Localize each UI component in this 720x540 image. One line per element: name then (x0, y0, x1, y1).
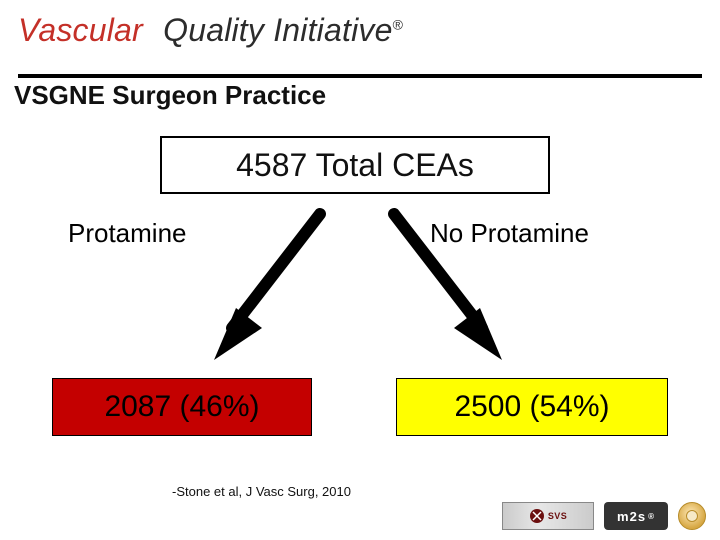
result-box-left: 2087 (46%) (52, 378, 312, 436)
m2s-reg-mark: ® (648, 512, 655, 521)
arrow-left-icon (192, 200, 342, 376)
svs-emblem-icon (529, 508, 545, 524)
brand-title-firstword: Vascular (18, 12, 143, 48)
result-box-right: 2500 (54%) (396, 378, 668, 436)
slide-header: Vascular Quality Initiative® (18, 12, 702, 49)
registered-mark: ® (393, 16, 404, 32)
citation-text: -Stone et al, J Vasc Surg, 2010 (172, 484, 351, 499)
m2s-logo-text: m2s (617, 509, 646, 524)
arrow-right-icon (374, 200, 524, 376)
seal-inner-icon (686, 510, 698, 522)
m2s-logo: m2s® (604, 502, 668, 530)
section-title: VSGNE Surgeon Practice (14, 80, 326, 111)
seal-logo (678, 502, 706, 530)
footer-logos: SVS m2s® (502, 502, 706, 530)
brand-title-rest: Quality Initiative (163, 12, 392, 48)
svs-logo: SVS (502, 502, 594, 530)
result-text-left: 2087 (46%) (104, 390, 259, 424)
result-text-right: 2500 (54%) (454, 390, 609, 424)
total-ceas-text: 4587 Total CEAs (236, 147, 474, 184)
branch-label-left: Protamine (68, 218, 187, 249)
svs-logo-text: SVS (548, 511, 567, 521)
header-underline (18, 74, 702, 78)
brand-title: Vascular Quality Initiative® (18, 12, 702, 49)
total-ceas-box: 4587 Total CEAs (160, 136, 550, 194)
